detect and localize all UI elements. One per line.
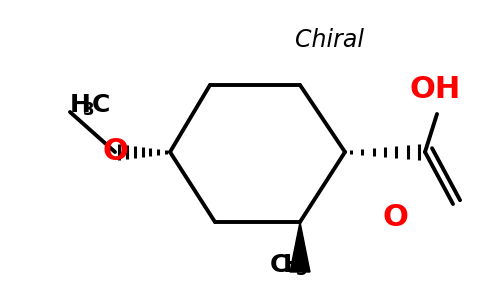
Text: O: O — [382, 203, 408, 232]
Text: O: O — [102, 137, 128, 166]
Polygon shape — [290, 222, 310, 272]
Text: OH: OH — [409, 76, 461, 104]
Text: H: H — [70, 93, 91, 117]
Text: H: H — [283, 253, 304, 277]
Text: 3: 3 — [83, 101, 95, 119]
Text: 3: 3 — [296, 261, 308, 279]
Text: Chiral: Chiral — [296, 28, 364, 52]
Text: C: C — [92, 93, 110, 117]
Text: C: C — [270, 253, 288, 277]
